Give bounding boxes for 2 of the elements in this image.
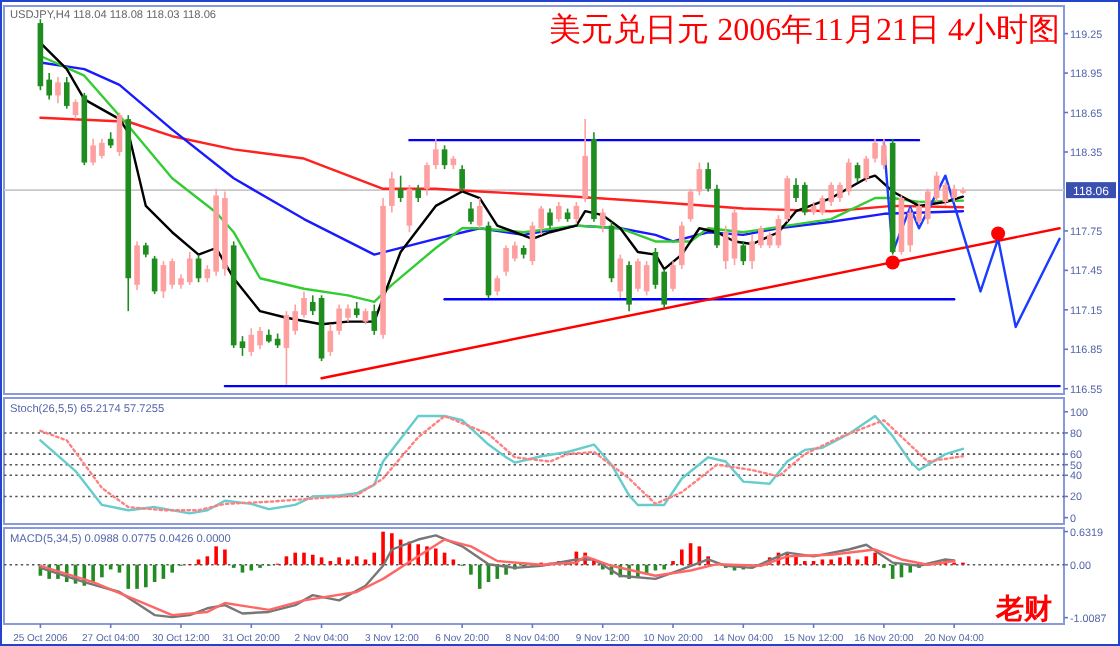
annotation: 老财 <box>994 594 1052 626</box>
chart-title: 美元兑日元 2006年11月21日 4小时图 <box>549 12 1060 48</box>
